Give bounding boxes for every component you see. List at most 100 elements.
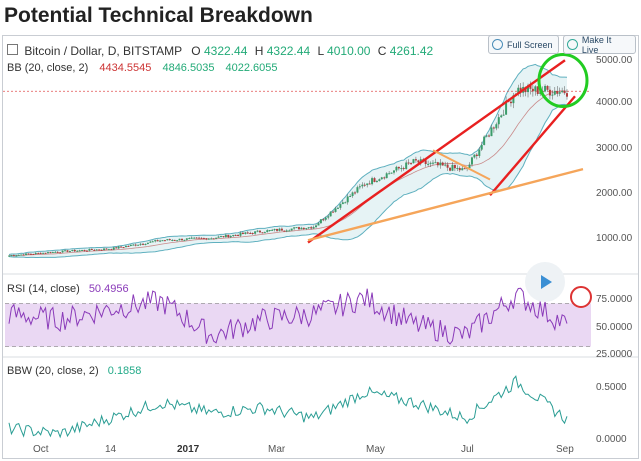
candle-body [397, 166, 400, 169]
h-value: 4322.44 [266, 44, 311, 58]
candle-body [42, 252, 45, 254]
bbw-line [8, 375, 568, 439]
candle-body [383, 177, 386, 179]
chart-frame[interactable]: Bitcoin / Dollar, D, BITSTAMP O 4322.44 … [2, 35, 639, 459]
tradingview-logo-icon[interactable] [570, 286, 592, 308]
candle-body [261, 232, 264, 234]
candle-body [512, 95, 515, 104]
candle-body [293, 227, 296, 229]
play-icon [541, 275, 552, 289]
candle-body [439, 162, 442, 166]
chart-canvas[interactable] [3, 36, 639, 459]
candle-body [37, 252, 40, 254]
candle-body [336, 207, 339, 209]
x-tick-14: 14 [105, 444, 117, 455]
candle-body [295, 227, 298, 229]
candle-body [327, 216, 330, 218]
candle-body [531, 88, 534, 92]
candle-body [534, 86, 537, 92]
page-title: Potential Technical Breakdown [4, 4, 313, 27]
candle-body [78, 250, 81, 252]
candle-body [405, 162, 408, 170]
make-it-live-button[interactable]: Make It Live [563, 35, 636, 55]
candle-body [10, 255, 13, 257]
candle-body [280, 228, 283, 231]
candle-body [556, 91, 559, 94]
candle-body [341, 202, 344, 205]
rsi-legend: RSI (14, close) 50.4956 [7, 283, 129, 295]
candle-body [268, 229, 271, 231]
candle-body [434, 162, 437, 164]
candle-body [107, 249, 110, 251]
candle-body [402, 168, 405, 170]
candle-body [478, 149, 481, 156]
candle-body [156, 240, 159, 242]
o-label: O [191, 44, 201, 58]
x-tick-may: May [366, 444, 385, 455]
candle-body [120, 246, 123, 248]
candle-body [305, 228, 308, 230]
candle-body [139, 243, 142, 245]
candle-body [363, 184, 366, 186]
x-tick-jul: Jul [461, 444, 474, 455]
rsi-label: RSI (14, close) [7, 283, 80, 295]
candle-body [553, 91, 556, 95]
candle-body [302, 227, 305, 230]
candle-body [61, 250, 64, 253]
candle-body [112, 247, 115, 250]
l-label: L [317, 44, 324, 58]
candle-body [51, 251, 54, 253]
candle-body [193, 237, 196, 239]
candle-body [171, 239, 174, 241]
candle-body [117, 246, 120, 249]
candle-body [159, 240, 162, 242]
c-label: C [377, 44, 387, 58]
symbol-icon [7, 44, 18, 55]
lower-trendline [489, 95, 576, 197]
y-tick-4000: 4000.00 [596, 97, 633, 108]
candle-body [339, 204, 342, 208]
candle-body [59, 252, 62, 254]
candle-body [431, 162, 434, 164]
candle-body [380, 177, 383, 180]
candle-body [329, 211, 332, 217]
candle-body [505, 100, 508, 115]
rsi-value: 50.4956 [88, 283, 129, 295]
candle-body [407, 162, 410, 164]
candle-body [149, 241, 152, 243]
candle-body [251, 232, 254, 234]
candle-body [410, 163, 413, 165]
candle-body [122, 247, 125, 249]
bb-legend: BB (20, close, 2) 4434.5545 4846.5035 40… [7, 62, 278, 74]
candle-body [334, 208, 337, 212]
candle-body [34, 252, 37, 254]
candle-body [100, 249, 103, 251]
fullscreen-button[interactable]: Full Screen [488, 35, 559, 54]
candle-body [385, 173, 388, 179]
bb-fill [9, 64, 567, 258]
candle-body [544, 85, 547, 92]
candle-body [207, 238, 210, 240]
candle-body [458, 168, 461, 171]
candle-body [548, 89, 551, 96]
l-value: 4010.00 [327, 44, 371, 58]
flag-trendline [432, 149, 491, 181]
candle-body [146, 242, 149, 244]
bbw-label: BBW (20, close, 2) [7, 365, 99, 377]
fullscreen-label: Full Screen [507, 39, 553, 50]
candle-body [344, 202, 347, 204]
candle-body [224, 234, 227, 238]
candle-body [285, 230, 288, 232]
candle-body [212, 238, 215, 240]
candle-body [98, 249, 101, 251]
candle-body [54, 251, 57, 253]
candle-body [68, 251, 71, 253]
candle-body [361, 184, 364, 187]
y-tick-2000: 2000.00 [596, 188, 633, 199]
candle-body [288, 230, 291, 232]
play-button[interactable] [525, 262, 565, 302]
candle-body [229, 235, 232, 238]
candle-body [451, 164, 454, 171]
candle-body [461, 168, 464, 171]
candle-body [485, 135, 488, 137]
